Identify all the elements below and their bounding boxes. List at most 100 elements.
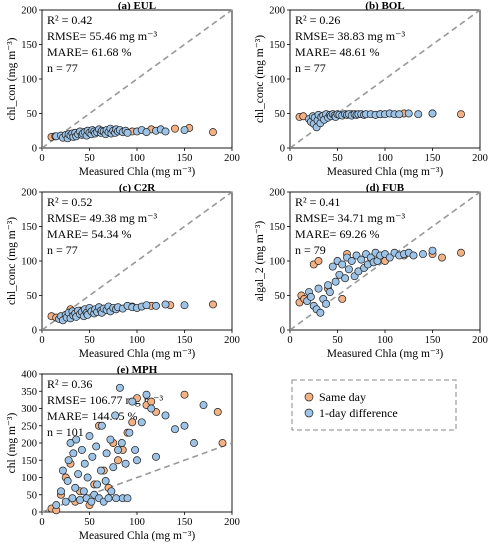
data-point (112, 494, 121, 503)
data-point (77, 445, 86, 454)
x-tick-label: 50 (84, 517, 95, 528)
y-axis-label: chl_conc (mg m⁻³) (254, 35, 266, 123)
data-point (102, 449, 111, 458)
data-point (61, 497, 70, 506)
data-point (180, 301, 189, 310)
data-point (125, 428, 134, 437)
legend-marker (304, 408, 314, 418)
data-point (74, 470, 83, 478)
data-point (107, 487, 116, 496)
legend: Same day 1-day difference (291, 379, 457, 431)
data-point (64, 456, 73, 465)
x-tick-label: 100 (129, 517, 145, 528)
x-tick-label: 200 (224, 517, 240, 528)
y-tick-label: 50 (27, 291, 38, 302)
stat-line: n = 79 (295, 243, 326, 257)
stat-line: R² = 0.41 (295, 195, 340, 209)
y-axis-label: algal_2 (mg m⁻³) (254, 221, 266, 302)
y-tick-label: 200 (269, 188, 285, 199)
data-point (209, 128, 217, 137)
data-point (385, 253, 394, 262)
data-point (409, 251, 418, 260)
data-point (96, 466, 105, 475)
y-tick-label: 100 (269, 257, 285, 268)
data-point (395, 110, 404, 119)
data-point (180, 421, 189, 430)
y-tick-label: 50 (27, 490, 38, 501)
data-point (335, 270, 344, 279)
data-point (58, 466, 67, 475)
panel-3: (c) C2R 0 50 100 150 200 0 50 100 150 200 Measured … (6, 182, 240, 360)
data-point (213, 408, 222, 416)
y-tick-label: 150 (21, 456, 37, 467)
data-point (80, 459, 89, 468)
data-point (63, 477, 72, 485)
y-axis-label: chl_conc (mg m⁻³) (6, 217, 18, 305)
x-tick-label: 150 (177, 335, 193, 346)
y-tick-label: 50 (275, 291, 286, 302)
data-point (109, 463, 118, 472)
x-axis-label: Measured Chla (mg m⁻³) (327, 348, 444, 360)
data-point (147, 404, 156, 413)
stat-line: RMSE= 34.71 mg m⁻³ (295, 211, 405, 225)
x-axis-label: Measured Chla (mg m⁻³) (327, 166, 444, 178)
stat-line: R² = 0.42 (47, 13, 92, 27)
data-point (88, 452, 97, 461)
x-tick-label: 100 (377, 335, 393, 346)
series-one-day (52, 124, 189, 143)
one-to-one-line (289, 9, 481, 149)
data-point (218, 439, 227, 447)
data-point (347, 257, 356, 265)
data-point (314, 257, 323, 265)
x-axis-label: Measured Chla (mg m⁻³) (79, 530, 196, 542)
data-point (428, 246, 437, 255)
data-point (331, 277, 340, 286)
data-point (52, 501, 61, 510)
y-axis-label: chl_con (mg m⁻³) (6, 37, 18, 120)
data-point (79, 487, 88, 496)
y-tick-label: 100 (21, 473, 37, 484)
y-tick-label: 50 (275, 109, 286, 120)
stat-line: MARE= 69.26 % (295, 227, 379, 241)
x-tick-label: 150 (177, 517, 193, 528)
data-point (114, 445, 122, 454)
stat-line: R² = 0.36 (47, 377, 92, 391)
data-point (438, 253, 446, 262)
data-point (328, 262, 337, 271)
y-tick-label: 200 (21, 188, 37, 199)
stat-line: MARE= 54.34 % (47, 227, 131, 241)
x-axis-label: Measured Chla (mg m⁻³) (79, 166, 196, 178)
data-point (57, 487, 65, 496)
data-point (93, 480, 102, 489)
y-tick-label: 0 (32, 144, 37, 155)
x-axis-label: Measured Chla (mg m⁻³) (79, 348, 196, 360)
data-point (457, 248, 465, 257)
stat-line: n = 77 (295, 61, 326, 75)
stat-line: n = 101 (47, 425, 84, 439)
data-point (114, 456, 122, 465)
x-tick-label: 0 (39, 335, 44, 346)
data-point (142, 301, 151, 310)
data-point (457, 110, 465, 119)
data-point (161, 300, 170, 309)
series-one-day (52, 383, 208, 510)
data-point (106, 435, 115, 444)
y-tick-label: 0 (32, 508, 37, 519)
x-tick-label: 200 (224, 153, 240, 164)
y-tick-label: 0 (280, 326, 285, 337)
panel-title: (d) FUB (366, 182, 405, 194)
y-tick-label: 100 (21, 257, 37, 268)
panel-title: (b) BOL (365, 0, 404, 12)
y-tick-label: 150 (21, 222, 37, 233)
stat-line: n = 77 (47, 243, 78, 257)
x-tick-label: 100 (129, 335, 145, 346)
data-point (428, 109, 437, 118)
y-tick-label: 400 (21, 370, 37, 381)
data-point (306, 292, 315, 301)
data-point (128, 418, 137, 427)
data-point (101, 477, 110, 485)
series-one-day (305, 109, 437, 132)
data-point (92, 442, 101, 451)
data-point (161, 411, 170, 420)
data-point (87, 497, 96, 506)
